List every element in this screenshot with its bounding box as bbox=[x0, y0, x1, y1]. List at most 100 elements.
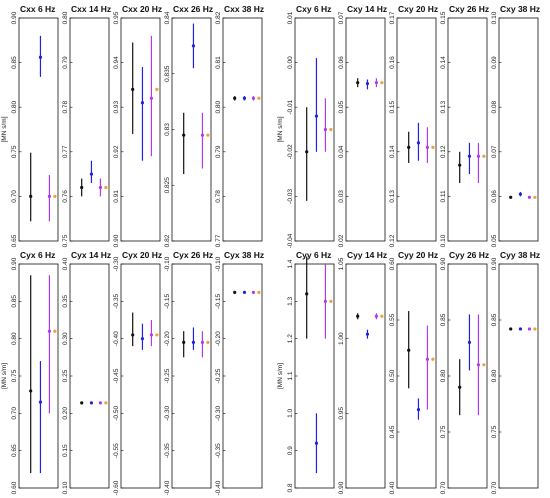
plot-frame bbox=[294, 263, 335, 489]
subplot-title: Cxx 26 Hz bbox=[173, 4, 213, 14]
data-point bbox=[38, 400, 43, 404]
y-tick-label: -0.30 bbox=[164, 406, 171, 421]
subplot-cxy-14-hz: Cxy 14 Hz 0.02 0.03 0.04 0.05 0.06 0.07 bbox=[338, 4, 387, 247]
y-tick-label: -0.15 bbox=[215, 294, 222, 309]
data-point bbox=[89, 401, 94, 405]
data-point bbox=[155, 87, 159, 91]
y-axis-label: [MN s/m] bbox=[277, 116, 284, 142]
subplot-cxx-20-hz: Cxx 20 Hz 0.90 0.91 0.92 0.93 0.94 0.95 bbox=[113, 4, 162, 247]
plot-frame bbox=[498, 263, 539, 489]
y-tick-label: 0.70 bbox=[11, 190, 18, 203]
y-tick-label: 0.11 bbox=[440, 190, 447, 203]
y-tick-label: -0.50 bbox=[113, 406, 120, 421]
data-point bbox=[140, 101, 145, 105]
y-tick-label: 0.9 bbox=[287, 446, 294, 455]
y-tick-label: 0.90 bbox=[11, 257, 18, 270]
y-tick-label: 0.80 bbox=[440, 369, 447, 382]
data-point bbox=[482, 154, 486, 158]
y-tick-label: 0.85 bbox=[11, 295, 18, 308]
subplot-title: Cxx 38 Hz bbox=[224, 4, 264, 14]
y-tick-label: 0.90 bbox=[338, 481, 345, 494]
y-tick-label: 0.65 bbox=[11, 234, 18, 247]
data-point bbox=[527, 195, 532, 199]
plot-frame bbox=[345, 263, 386, 489]
y-tick-label: 0.83 bbox=[164, 123, 171, 136]
plot-frame bbox=[171, 263, 212, 489]
y-tick-label: 1.05 bbox=[338, 257, 345, 270]
data-point bbox=[380, 314, 384, 318]
y-tick-label: -0.15 bbox=[164, 294, 171, 309]
y-tick-label: 0.80 bbox=[11, 332, 18, 345]
y-tick-label: 0.95 bbox=[338, 407, 345, 420]
subplot-cyx-20-hz: Cyx 20 Hz -0.60 -0.55 -0.50 -0.45 -0.40 -0.35 -… bbox=[113, 250, 162, 495]
y-tick-label: 0.00 bbox=[287, 56, 294, 69]
data-point bbox=[509, 195, 513, 199]
subplot-title: Cxx 20 Hz bbox=[122, 4, 162, 14]
y-tick-label: 0.835 bbox=[164, 65, 171, 82]
y-tick-label: -0.40 bbox=[164, 480, 171, 495]
data-point bbox=[314, 114, 319, 118]
data-point bbox=[233, 96, 237, 100]
y-tick-label: 0.80 bbox=[491, 369, 498, 382]
subplot-cxy-26-hz: Cxy 26 Hz 0.10 0.11 0.12 0.13 0.14 0.15 bbox=[440, 4, 489, 247]
y-tick-label: 1.3 bbox=[287, 296, 294, 305]
y-tick-label: 0.75 bbox=[11, 145, 18, 158]
data-point bbox=[251, 290, 256, 294]
y-tick-label: 0.09 bbox=[491, 56, 498, 69]
data-point bbox=[149, 333, 154, 337]
subplot-cxx-14-hz: Cxx 14 Hz 0.75 0.76 0.77 0.78 0.79 0.80 bbox=[62, 4, 111, 247]
data-point bbox=[104, 185, 108, 190]
plot-frame bbox=[294, 17, 335, 242]
data-point bbox=[533, 327, 537, 331]
y-tick-label: 0.14 bbox=[389, 145, 396, 158]
subplot-cyy-20-hz: Cyy 20 Hz 0.40 0.45 0.50 0.55 0.60 bbox=[389, 250, 438, 494]
subplot-title: Cyx 20 Hz bbox=[122, 250, 162, 260]
y-tick-label: 0.12 bbox=[389, 234, 396, 247]
subplot-cyy-6-hz: Cyy 6 Hz 0.8 0.9 1.0 1.1 1.2 1.3 1.4 [MN s/m] bbox=[277, 250, 335, 493]
data-point bbox=[425, 145, 430, 149]
y-tick-label: 0.14 bbox=[440, 56, 447, 69]
y-tick-label: 0.85 bbox=[491, 313, 498, 326]
data-point bbox=[518, 192, 523, 196]
y-tick-label: 0.01 bbox=[287, 11, 294, 24]
subplot-title: Cyy 20 Hz bbox=[398, 250, 438, 260]
y-tick-label: 0.94 bbox=[113, 56, 120, 69]
y-tick-label: 0.70 bbox=[491, 481, 498, 494]
data-point bbox=[29, 194, 33, 198]
y-tick-label: -0.35 bbox=[164, 443, 171, 458]
y-tick-label: 0.75 bbox=[11, 369, 18, 382]
y-tick-label: -0.10 bbox=[164, 256, 171, 271]
y-tick-label: 0.07 bbox=[338, 11, 345, 24]
subplot-title: Cxy 38 Hz bbox=[500, 4, 540, 14]
y-tick-label: 0.80 bbox=[11, 100, 18, 113]
subplot-cyx-14-hz: Cyx 14 Hz 0.10 0.15 0.20 0.25 0.30 0.35 0.40 bbox=[62, 250, 111, 494]
data-point bbox=[305, 150, 309, 154]
plot-frame bbox=[396, 263, 437, 489]
data-point bbox=[374, 314, 379, 318]
plot-frame bbox=[447, 263, 488, 489]
y-axis-label: [MN s/m] bbox=[277, 363, 284, 389]
y-tick-label: 0.82 bbox=[215, 11, 222, 24]
subplot-cyx-26-hz: Cyx 26 Hz -0.40 -0.35 -0.30 -0.25 -0.20 -0.15 -… bbox=[164, 250, 213, 495]
data-point bbox=[314, 441, 319, 445]
data-point bbox=[257, 96, 261, 100]
data-point bbox=[206, 133, 210, 137]
data-point bbox=[104, 401, 108, 405]
data-point bbox=[509, 327, 513, 331]
data-point bbox=[155, 333, 159, 337]
y-tick-label: -0.30 bbox=[215, 406, 222, 421]
y-tick-label: -0.20 bbox=[164, 331, 171, 346]
y-tick-label: 0.79 bbox=[62, 56, 69, 69]
y-tick-label: 0.10 bbox=[62, 481, 69, 494]
y-tick-label: 0.77 bbox=[215, 234, 222, 247]
subplot-cyy-26-hz: Cyy 26 Hz 0.70 0.75 0.80 0.85 0.90 bbox=[440, 250, 489, 494]
y-tick-label: 0.60 bbox=[11, 481, 18, 494]
y-tick-label: -0.01 bbox=[287, 99, 294, 114]
y-tick-label: 0.07 bbox=[491, 145, 498, 158]
data-point bbox=[407, 145, 411, 149]
subplot-title: Cyy 6 Hz bbox=[296, 250, 331, 260]
data-point bbox=[458, 163, 462, 167]
data-point bbox=[323, 299, 328, 303]
data-point bbox=[305, 292, 309, 296]
